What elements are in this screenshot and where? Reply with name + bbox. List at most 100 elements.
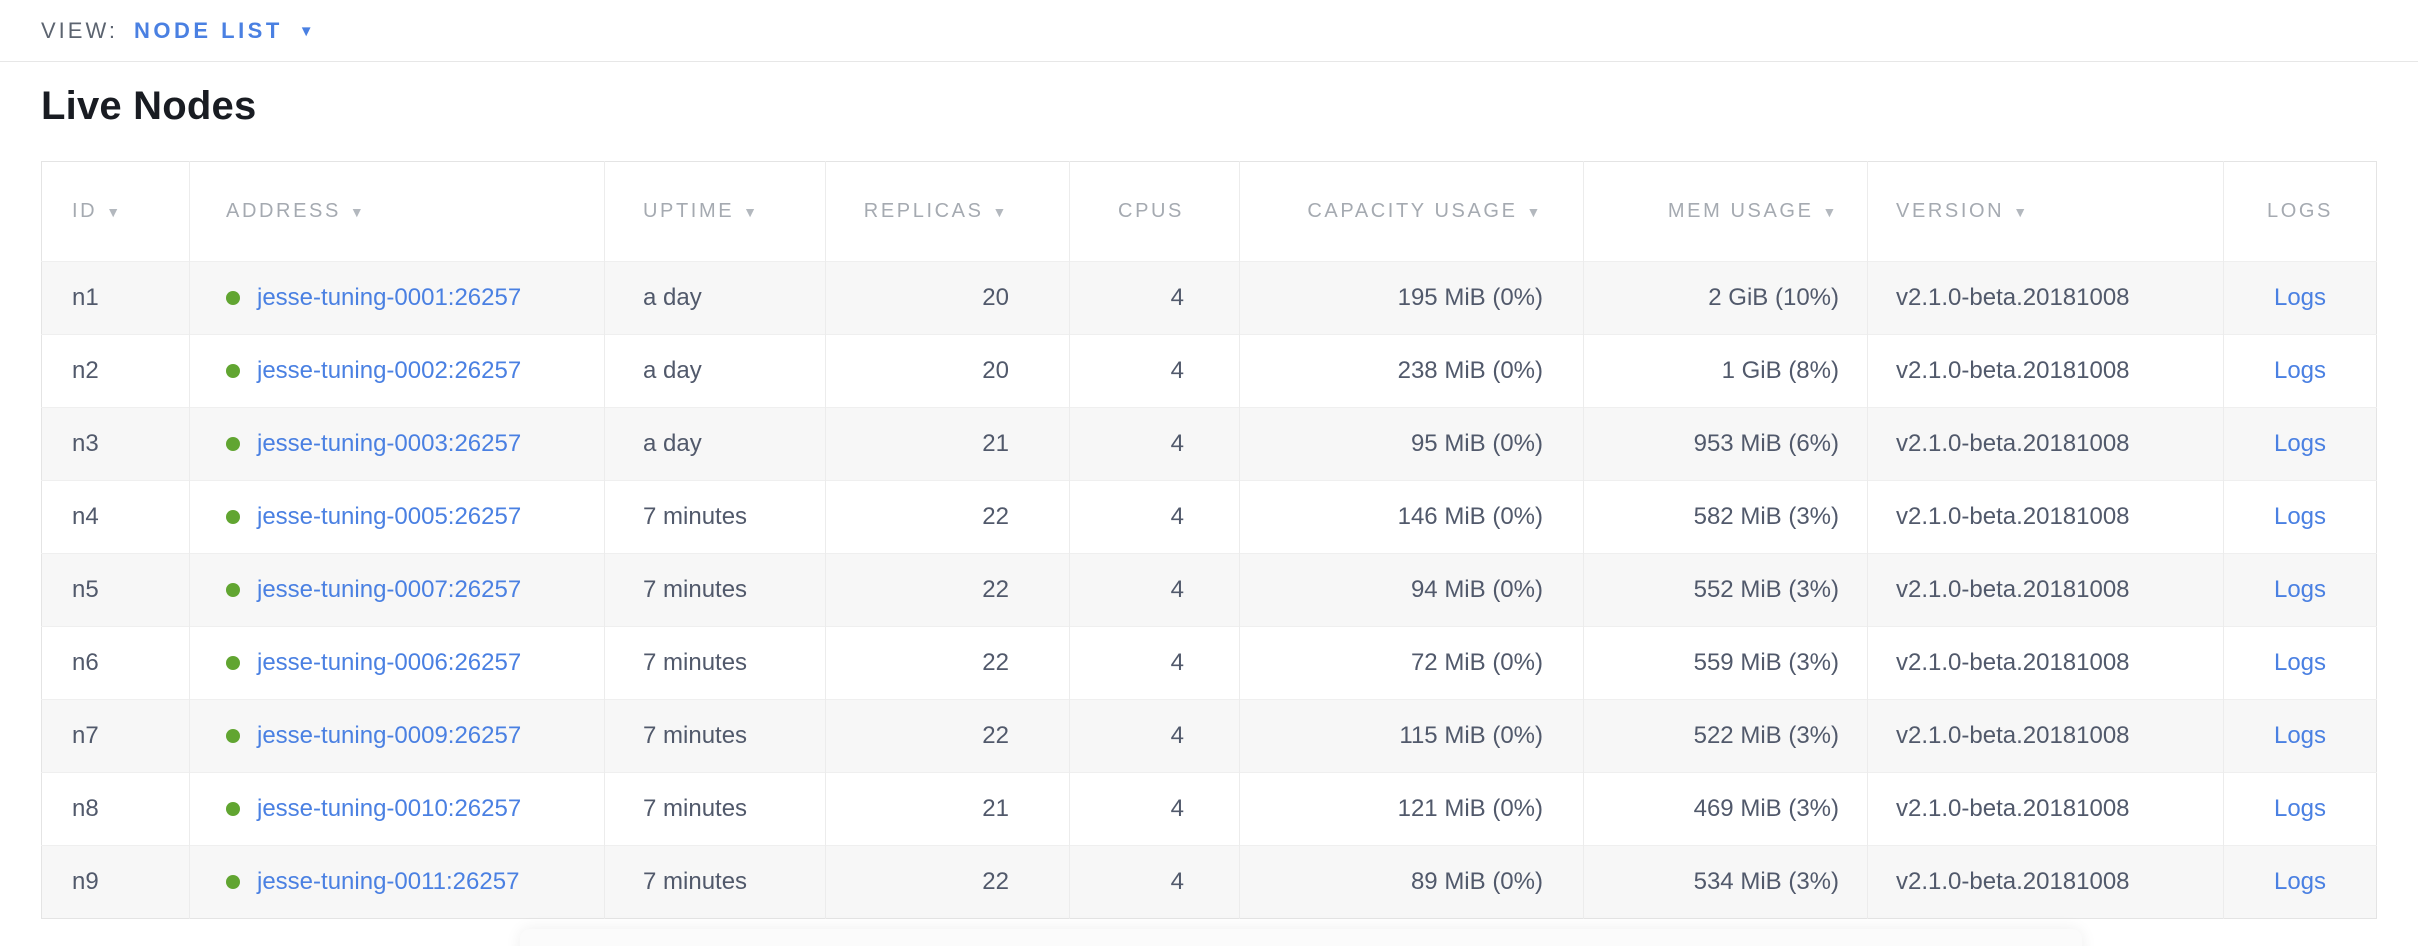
node-mem-cell: 534 MiB (3%) — [1583, 845, 1868, 919]
page-title: Live Nodes — [41, 84, 257, 128]
table-row: n3 jesse-tuning-0003:26257 a day 21 4 95… — [41, 407, 2377, 481]
node-address-cell: jesse-tuning-0011:26257 — [189, 845, 605, 919]
node-version-cell: v2.1.0-beta.20181008 — [1867, 407, 2224, 481]
node-logs-cell: Logs — [2223, 261, 2377, 335]
node-mem-cell: 559 MiB (3%) — [1583, 626, 1868, 700]
column-header-replicas[interactable]: REPLICAS ▼ — [825, 161, 1070, 262]
node-mem-cell: 582 MiB (3%) — [1583, 480, 1868, 554]
node-address-link[interactable]: jesse-tuning-0006:26257 — [257, 649, 522, 676]
node-address-link[interactable]: jesse-tuning-0007:26257 — [257, 576, 522, 603]
node-uptime-cell: 7 minutes — [604, 480, 826, 554]
column-header-logs: LOGS — [2223, 161, 2377, 262]
column-header-mem-usage[interactable]: MEM USAGE ▼ — [1583, 161, 1868, 262]
node-id-cell: n5 — [72, 576, 99, 603]
node-capacity-cell: 72 MiB (0%) — [1239, 626, 1584, 700]
table-row: n6 jesse-tuning-0006:26257 7 minutes 22 … — [41, 626, 2377, 700]
sort-descending-icon: ▼ — [1526, 204, 1543, 220]
column-header-address[interactable]: ADDRESS ▼ — [189, 161, 605, 262]
node-address-link[interactable]: jesse-tuning-0009:26257 — [257, 722, 522, 749]
node-cpus-cell: 4 — [1069, 699, 1240, 773]
node-live-icon — [226, 364, 240, 378]
node-capacity-cell: 238 MiB (0%) — [1239, 334, 1584, 408]
node-address-link[interactable]: jesse-tuning-0005:26257 — [257, 503, 522, 530]
node-version-cell: v2.1.0-beta.20181008 — [1867, 480, 2224, 554]
table-row: n8 jesse-tuning-0010:26257 7 minutes 21 … — [41, 772, 2377, 846]
view-selector-dropdown[interactable]: NODE LIST ▼ — [134, 18, 314, 44]
node-uptime-cell: 7 minutes — [604, 845, 826, 919]
node-capacity-cell: 146 MiB (0%) — [1239, 480, 1584, 554]
node-version-cell: v2.1.0-beta.20181008 — [1867, 626, 2224, 700]
node-live-icon — [226, 510, 240, 524]
node-live-icon — [226, 291, 240, 305]
node-address-link[interactable]: jesse-tuning-0010:26257 — [257, 795, 522, 822]
node-cpus-cell: 4 — [1069, 334, 1240, 408]
node-cpus-cell: 4 — [1069, 407, 1240, 481]
logs-link[interactable]: Logs — [2273, 284, 2327, 311]
logs-link[interactable]: Logs — [2273, 357, 2327, 384]
node-address-link[interactable]: jesse-tuning-0002:26257 — [257, 357, 522, 384]
node-capacity-cell: 94 MiB (0%) — [1239, 553, 1584, 627]
node-capacity-cell: 121 MiB (0%) — [1239, 772, 1584, 846]
node-address-link[interactable]: jesse-tuning-0011:26257 — [257, 868, 520, 895]
caret-down-icon: ▼ — [298, 23, 314, 40]
table-row: n2 jesse-tuning-0002:26257 a day 20 4 23… — [41, 334, 2377, 408]
node-replicas-cell: 21 — [825, 407, 1070, 481]
node-version-cell: v2.1.0-beta.20181008 — [1867, 699, 2224, 773]
node-live-icon — [226, 656, 240, 670]
node-logs-cell: Logs — [2223, 480, 2377, 554]
node-address-cell: jesse-tuning-0009:26257 — [189, 699, 605, 773]
node-live-icon — [226, 729, 240, 743]
logs-link[interactable]: Logs — [2273, 576, 2327, 603]
node-replicas-cell: 22 — [825, 845, 1070, 919]
node-address-cell: jesse-tuning-0002:26257 — [189, 334, 605, 408]
node-replicas-cell: 22 — [825, 626, 1070, 700]
node-address-link[interactable]: jesse-tuning-0001:26257 — [257, 284, 522, 311]
node-address-link[interactable]: jesse-tuning-0003:26257 — [257, 430, 522, 457]
node-id-cell: n3 — [72, 430, 99, 457]
node-replicas-cell: 21 — [825, 772, 1070, 846]
node-logs-cell: Logs — [2223, 407, 2377, 481]
node-id-cell: n6 — [72, 649, 99, 676]
column-header-uptime[interactable]: UPTIME ▼ — [604, 161, 826, 262]
node-id-cell: n2 — [72, 357, 99, 384]
sort-descending-icon: ▼ — [349, 204, 367, 220]
view-selected-value: NODE LIST — [133, 17, 283, 43]
node-address-cell: jesse-tuning-0006:26257 — [189, 626, 605, 700]
logs-link[interactable]: Logs — [2273, 649, 2327, 676]
node-capacity-cell: 115 MiB (0%) — [1239, 699, 1584, 773]
view-bar: VIEW: NODE LIST ▼ — [0, 0, 2418, 62]
table-row: n1 jesse-tuning-0001:26257 a day 20 4 19… — [41, 261, 2377, 335]
node-version-cell: v2.1.0-beta.20181008 — [1867, 772, 2224, 846]
node-live-icon — [226, 437, 240, 451]
node-logs-cell: Logs — [2223, 553, 2377, 627]
node-mem-cell: 2 GiB (10%) — [1583, 261, 1868, 335]
node-mem-cell: 1 GiB (8%) — [1583, 334, 1868, 408]
logs-link[interactable]: Logs — [2273, 868, 2327, 895]
node-live-icon — [226, 802, 240, 816]
node-logs-cell: Logs — [2223, 626, 2377, 700]
node-logs-cell: Logs — [2223, 772, 2377, 846]
logs-link[interactable]: Logs — [2273, 795, 2327, 822]
column-header-capacity-usage[interactable]: CAPACITY USAGE ▼ — [1239, 161, 1584, 262]
node-id-cell: n8 — [72, 795, 99, 822]
node-id-cell: n4 — [72, 503, 99, 530]
logs-link[interactable]: Logs — [2273, 503, 2327, 530]
node-mem-cell: 469 MiB (3%) — [1583, 772, 1868, 846]
live-nodes-table: ID ▼ ADDRESS ▼ UPTIME ▼ REPLICAS ▼ CPUS CAPA… — [41, 161, 2377, 919]
node-address-cell: jesse-tuning-0005:26257 — [189, 480, 605, 554]
sort-descending-icon: ▼ — [1822, 204, 1839, 220]
node-cpus-cell: 4 — [1069, 480, 1240, 554]
node-replicas-cell: 20 — [825, 261, 1070, 335]
node-address-cell: jesse-tuning-0003:26257 — [189, 407, 605, 481]
column-header-id[interactable]: ID ▼ — [72, 200, 123, 222]
sort-descending-icon: ▼ — [106, 204, 123, 220]
live-nodes-section: Live Nodes ID ▼ ADDRESS ▼ UPTIME ▼ REPLICAS… — [0, 62, 2418, 919]
column-header-version[interactable]: VERSION ▼ — [1867, 161, 2224, 262]
logs-link[interactable]: Logs — [2273, 430, 2327, 457]
logs-link[interactable]: Logs — [2273, 722, 2327, 749]
table-row: n4 jesse-tuning-0005:26257 7 minutes 22 … — [41, 480, 2377, 554]
sort-descending-icon: ▼ — [743, 204, 760, 220]
node-version-cell: v2.1.0-beta.20181008 — [1867, 553, 2224, 627]
next-section-card-edge — [520, 929, 2082, 946]
node-uptime-cell: a day — [604, 261, 826, 335]
